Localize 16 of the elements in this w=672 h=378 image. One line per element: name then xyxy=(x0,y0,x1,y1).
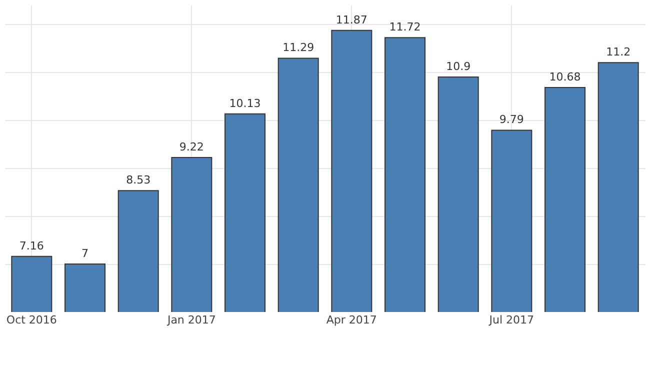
data-label: 11.2 xyxy=(606,46,631,59)
data-label: 7.16 xyxy=(19,239,44,252)
data-label: 11.87 xyxy=(336,13,368,26)
x-tick-label: Jan 2017 xyxy=(166,314,216,326)
data-label: 11.29 xyxy=(282,41,314,54)
x-tick-label: Jul 2017 xyxy=(488,314,534,326)
x-tick-label: Apr 2017 xyxy=(326,314,377,326)
data-label: 10.68 xyxy=(549,70,581,84)
data-label: 10.9 xyxy=(446,60,471,73)
data-label: 11.72 xyxy=(389,20,421,34)
data-label: 8.53 xyxy=(126,174,151,187)
data-label: 10.13 xyxy=(229,96,261,110)
x-tick-label: Oct 2016 xyxy=(6,314,57,326)
data-label: 7 xyxy=(82,247,88,260)
data-label: 9.79 xyxy=(499,113,524,126)
data-label: 9.22 xyxy=(179,140,204,154)
